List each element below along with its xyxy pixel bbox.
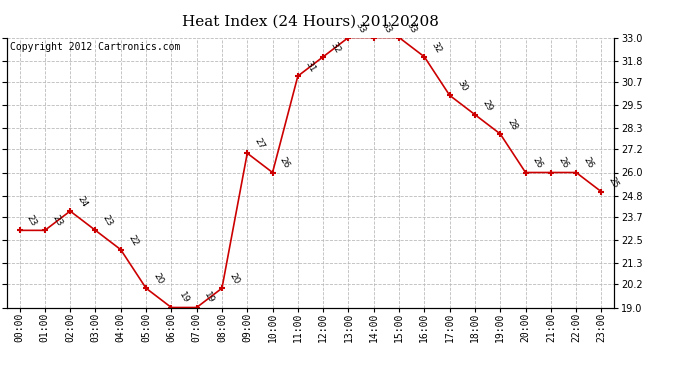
Text: 22: 22 — [126, 233, 139, 248]
Text: 26: 26 — [582, 156, 595, 170]
Text: Copyright 2012 Cartronics.com: Copyright 2012 Cartronics.com — [10, 42, 180, 51]
Text: 23: 23 — [50, 214, 64, 228]
Text: 26: 26 — [531, 156, 544, 170]
Text: 33: 33 — [354, 21, 368, 35]
Text: 25: 25 — [607, 175, 620, 190]
Text: 19: 19 — [202, 291, 216, 305]
Text: 31: 31 — [304, 60, 317, 74]
Text: 24: 24 — [76, 195, 89, 209]
Text: 32: 32 — [328, 40, 342, 55]
Text: 26: 26 — [556, 156, 570, 170]
Text: 33: 33 — [404, 21, 418, 35]
Text: 19: 19 — [177, 291, 190, 305]
Text: 29: 29 — [480, 98, 494, 112]
Text: Heat Index (24 Hours) 20120208: Heat Index (24 Hours) 20120208 — [182, 15, 439, 29]
Text: 20: 20 — [228, 272, 241, 286]
Text: 26: 26 — [278, 156, 292, 170]
Text: 28: 28 — [506, 117, 520, 132]
Text: 23: 23 — [25, 214, 39, 228]
Text: 32: 32 — [430, 40, 444, 55]
Text: 23: 23 — [101, 214, 115, 228]
Text: 30: 30 — [455, 79, 469, 93]
Text: 27: 27 — [253, 137, 266, 151]
Text: 33: 33 — [380, 21, 393, 35]
Text: 20: 20 — [152, 272, 165, 286]
